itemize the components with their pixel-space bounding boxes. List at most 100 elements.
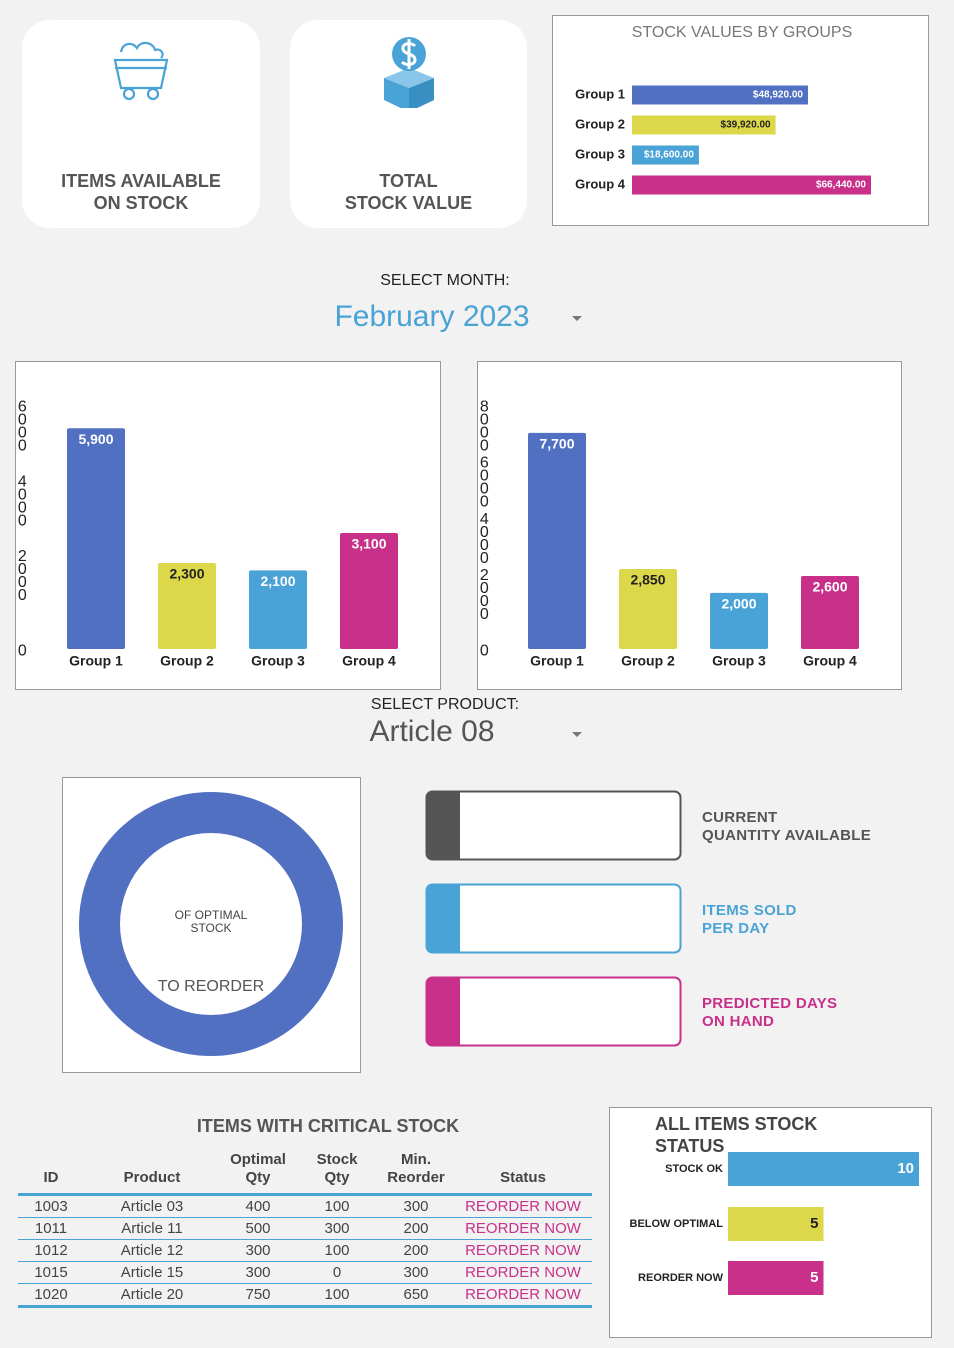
indicator-label: ITEMS SOLD PER DAY (702, 902, 797, 938)
category-label: Group 1 (575, 86, 625, 101)
y-tick-label: 6000 (14, 399, 31, 451)
category-label: STOCK OK (665, 1163, 723, 1175)
value-label: 2,100 (260, 573, 295, 589)
kpi-label-line: TOTAL (379, 171, 438, 191)
dropdown-arrow[interactable] (572, 316, 582, 321)
indicator-accent (426, 884, 460, 953)
x-tick-label: Group 4 (342, 653, 396, 669)
category-label: Group 3 (575, 146, 625, 161)
table-cell: 750 (220, 1283, 296, 1308)
select-label: SELECT PRODUCT: (370, 696, 520, 713)
indicator-label: CURRENT QUANTITY AVAILABLE (702, 809, 871, 845)
critical-table: ID Product Optimal Qty Stock Qty Min. Reorde… (18, 1143, 592, 1308)
product-dropdown[interactable]: Article 08 (369, 715, 495, 748)
value-label: 2,850 (630, 572, 665, 588)
kpi-label: TOTAL STOCK VALUE (290, 170, 527, 214)
donut-bottom-text: TO REORDER (158, 978, 264, 995)
table-cell: 300 (296, 1217, 378, 1240)
column-header: Status (454, 1143, 592, 1196)
table-row: 1020 Article 20 750 100 650 REORDER NOW (18, 1283, 592, 1308)
y-tick-label: 2000 (14, 548, 31, 600)
column-header: Stock Qty (296, 1143, 378, 1196)
table-cell: Article 12 (84, 1239, 220, 1262)
indicator-label-line: PER DAY (702, 920, 770, 937)
bar (728, 1207, 824, 1241)
table-cell: 650 (378, 1283, 454, 1308)
value-label: 5,900 (78, 431, 113, 447)
table-title: ITEMS WITH CRITICAL STOCK (196, 1116, 460, 1136)
x-tick-label: Group 1 (530, 653, 584, 669)
donut-center-text: STOCK (190, 921, 231, 935)
table-row: 1012 Article 12 300 100 200 REORDER NOW (18, 1239, 592, 1262)
indicator-label: PREDICTED DAYS ON HAND (702, 995, 837, 1031)
indicator-box (425, 790, 682, 861)
chart-title: STOCK VALUES BY GROUPS (632, 24, 853, 41)
kpi-label-line: ON STOCK (93, 193, 189, 213)
bar (728, 1152, 919, 1186)
status-cell: REORDER NOW (454, 1239, 592, 1262)
category-label: REORDER NOW (638, 1272, 724, 1284)
x-tick-label: Group 1 (69, 653, 123, 669)
value-label: 5 (810, 1269, 818, 1286)
x-tick-label: Group 3 (251, 653, 305, 669)
value-label: 2,000 (721, 596, 756, 612)
y-tick-label: 0 (14, 643, 31, 656)
table-cell: 100 (296, 1239, 378, 1262)
month-dropdown[interactable]: February 2023 (334, 300, 530, 333)
value-label: 3,100 (351, 536, 386, 552)
table-cell: 1020 (18, 1283, 84, 1308)
dropdown-arrow[interactable] (572, 732, 582, 737)
bar (632, 145, 699, 165)
cart-icon (113, 41, 169, 101)
value-label: 10 (897, 1160, 914, 1177)
table-cell: 300 (220, 1261, 296, 1284)
x-tick-label: Group 3 (712, 653, 766, 669)
bar (728, 1261, 824, 1295)
table-cell: 500 (220, 1217, 296, 1240)
indicator-accent (426, 791, 460, 860)
category-label: Group 4 (575, 176, 626, 191)
bar (528, 432, 586, 649)
x-tick-label: Group 2 (621, 653, 675, 669)
bar (158, 562, 216, 649)
bar (340, 533, 398, 649)
bar (710, 592, 768, 649)
table-cell: 300 (378, 1261, 454, 1284)
table-cell: Article 03 (84, 1194, 220, 1218)
table-cell: 100 (296, 1194, 378, 1218)
status-cell: REORDER NOW (454, 1194, 592, 1218)
bar (67, 428, 125, 649)
kpi-card: TOTAL STOCK VALUE (290, 20, 527, 228)
bar (249, 570, 307, 649)
value-label: $18,600.00 (644, 150, 694, 161)
table-cell: 100 (296, 1283, 378, 1308)
table-cell: 200 (378, 1217, 454, 1240)
category-label: BELOW OPTIMAL (630, 1218, 724, 1230)
indicator-box (425, 976, 682, 1047)
table-row: 1011 Article 11 500 300 200 REORDER NOW (18, 1217, 592, 1240)
x-tick-label: Group 4 (803, 653, 857, 669)
y-tick-label: 0 (476, 643, 493, 656)
donut-ring (79, 792, 343, 1056)
value-label: 5 (810, 1215, 818, 1232)
kpi-label: ITEMS AVAILABLE ON STOCK (22, 170, 260, 214)
bar (619, 569, 677, 649)
table-cell: Article 15 (84, 1261, 220, 1284)
status-cell: REORDER NOW (454, 1217, 592, 1240)
column-header: Min. Reorder (378, 1143, 454, 1196)
y-tick-label: 4000 (14, 473, 31, 525)
table-row: 1015 Article 15 300 0 300 REORDER NOW (18, 1261, 592, 1284)
kpi-label-line: STOCK VALUE (344, 193, 473, 213)
indicator-label-line: QUANTITY AVAILABLE (702, 827, 872, 844)
value-label: 2,300 (169, 566, 204, 582)
value-label: $48,920.00 (753, 90, 803, 101)
bar (632, 115, 776, 135)
indicator-box (425, 883, 682, 954)
column-header: Product (84, 1143, 220, 1196)
indicator-label-line: CURRENT (702, 809, 778, 826)
table-row: 1003 Article 03 400 100 300 REORDER NOW (18, 1194, 592, 1218)
table-cell: Article 11 (84, 1217, 220, 1240)
bar (632, 85, 808, 105)
